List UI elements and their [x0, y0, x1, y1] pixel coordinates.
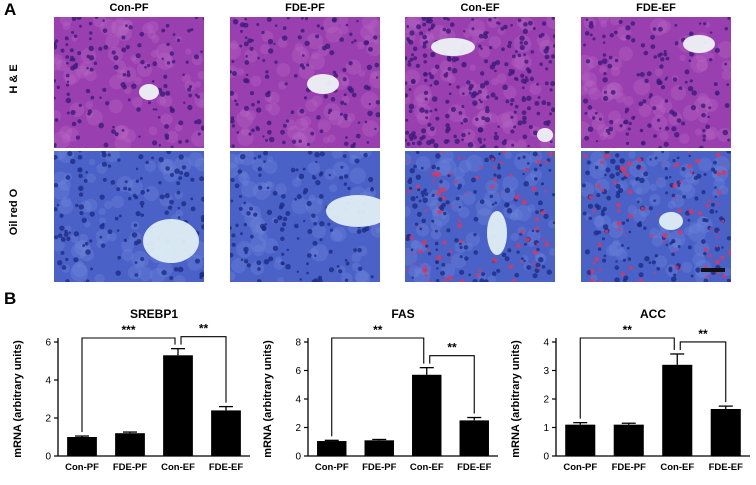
bar [662, 364, 693, 456]
bar [613, 424, 644, 456]
bar [565, 424, 596, 456]
y-axis-label: mRNA (arbitrary units) [510, 340, 522, 458]
bar-chart-fas: FAS mRNA (arbitrary units) 0 2 4 6 8 Con-PF FDE-… [262, 307, 498, 473]
significance-bracket [679, 341, 727, 403]
significance-label: ** [623, 323, 633, 337]
x-tick-label: Con-EF [410, 462, 444, 473]
bar-chart-srebp1: SREBP1 mRNA (arbitrary units) 0 2 4 6 Con-PF FD… [12, 307, 250, 473]
bar [115, 433, 145, 456]
y-tick-label: 8 [295, 338, 301, 349]
he-micrograph-1 [54, 17, 204, 148]
significance-label: ** [373, 323, 383, 337]
bar [67, 437, 97, 456]
x-tick-label: FDE-PF [113, 462, 148, 473]
x-tick-label: FDE-PF [612, 462, 647, 473]
y-tick-label: 0 [295, 452, 301, 463]
significance-bracket [331, 337, 425, 437]
x-tick-label: Con-PF [65, 462, 99, 473]
significance-label: ** [698, 327, 708, 341]
y-tick-label: 4 [45, 376, 51, 387]
y-tick-label: 4 [295, 395, 301, 406]
chart-title: SREBP1 [130, 307, 178, 321]
bar [211, 410, 241, 456]
x-tick-label: Con-PF [315, 462, 349, 473]
significance-label: *** [121, 323, 135, 337]
bar [317, 441, 347, 456]
x-tick-label: FDE-EF [709, 462, 744, 473]
significance-label: ** [447, 341, 457, 355]
x-tick-label: Con-PF [563, 462, 597, 473]
bar [163, 355, 193, 456]
x-tick-label: Con-EF [161, 462, 195, 473]
column-label-fde-pf: FDE-PF [285, 2, 325, 14]
significance-bracket [81, 337, 176, 433]
oil-red-o-micrograph-2 [230, 151, 380, 282]
panel-a-letter: A [4, 0, 17, 19]
he-micrograph-4 [581, 17, 731, 148]
y-tick-label: 2 [543, 395, 549, 406]
column-label-fde-ef: FDE-EF [636, 2, 676, 14]
significance-bracket [429, 355, 475, 414]
x-tick-label: FDE-PF [362, 462, 397, 473]
chart-title: FAS [391, 307, 414, 321]
he-micrograph-2 [230, 17, 380, 148]
bar [412, 374, 442, 456]
y-axis-label: mRNA (arbitrary units) [262, 340, 274, 458]
y-tick-label: 0 [543, 452, 549, 463]
bar-chart-acc: ACC mRNA (arbitrary units) 0 1 2 3 4 Con-PF FDE-… [510, 307, 750, 473]
y-tick-label: 2 [45, 414, 51, 425]
x-tick-label: FDE-EF [457, 462, 492, 473]
bar [364, 440, 394, 456]
column-label-con-pf: Con-PF [109, 2, 149, 14]
bar [459, 420, 489, 456]
column-label-con-ef: Con-EF [460, 2, 500, 14]
y-tick-label: 1 [543, 423, 549, 434]
row-label-he: H & E [8, 64, 20, 94]
bar [710, 408, 741, 456]
y-tick-label: 6 [295, 366, 301, 377]
chart-title: ACC [640, 307, 666, 321]
significance-bracket [180, 336, 227, 403]
row-label-oil-red-o: Oil red O [8, 188, 20, 236]
y-tick-label: 2 [295, 423, 301, 434]
y-axis-label: mRNA (arbitrary units) [12, 340, 24, 458]
y-tick-label: 3 [543, 366, 549, 377]
oil-red-o-micrograph-1 [54, 151, 204, 282]
y-tick-label: 6 [45, 338, 51, 349]
panel-b-letter: B [4, 289, 17, 308]
significance-bracket [579, 337, 675, 419]
y-tick-label: 4 [543, 338, 549, 349]
significance-label: ** [199, 322, 209, 336]
oil-red-o-micrograph-4 [581, 151, 731, 282]
x-tick-label: FDE-EF [209, 462, 244, 473]
he-micrograph-3 [405, 17, 555, 148]
x-tick-label: Con-EF [660, 462, 694, 473]
oil-red-o-micrograph-3 [405, 151, 555, 282]
y-tick-label: 0 [45, 452, 51, 463]
